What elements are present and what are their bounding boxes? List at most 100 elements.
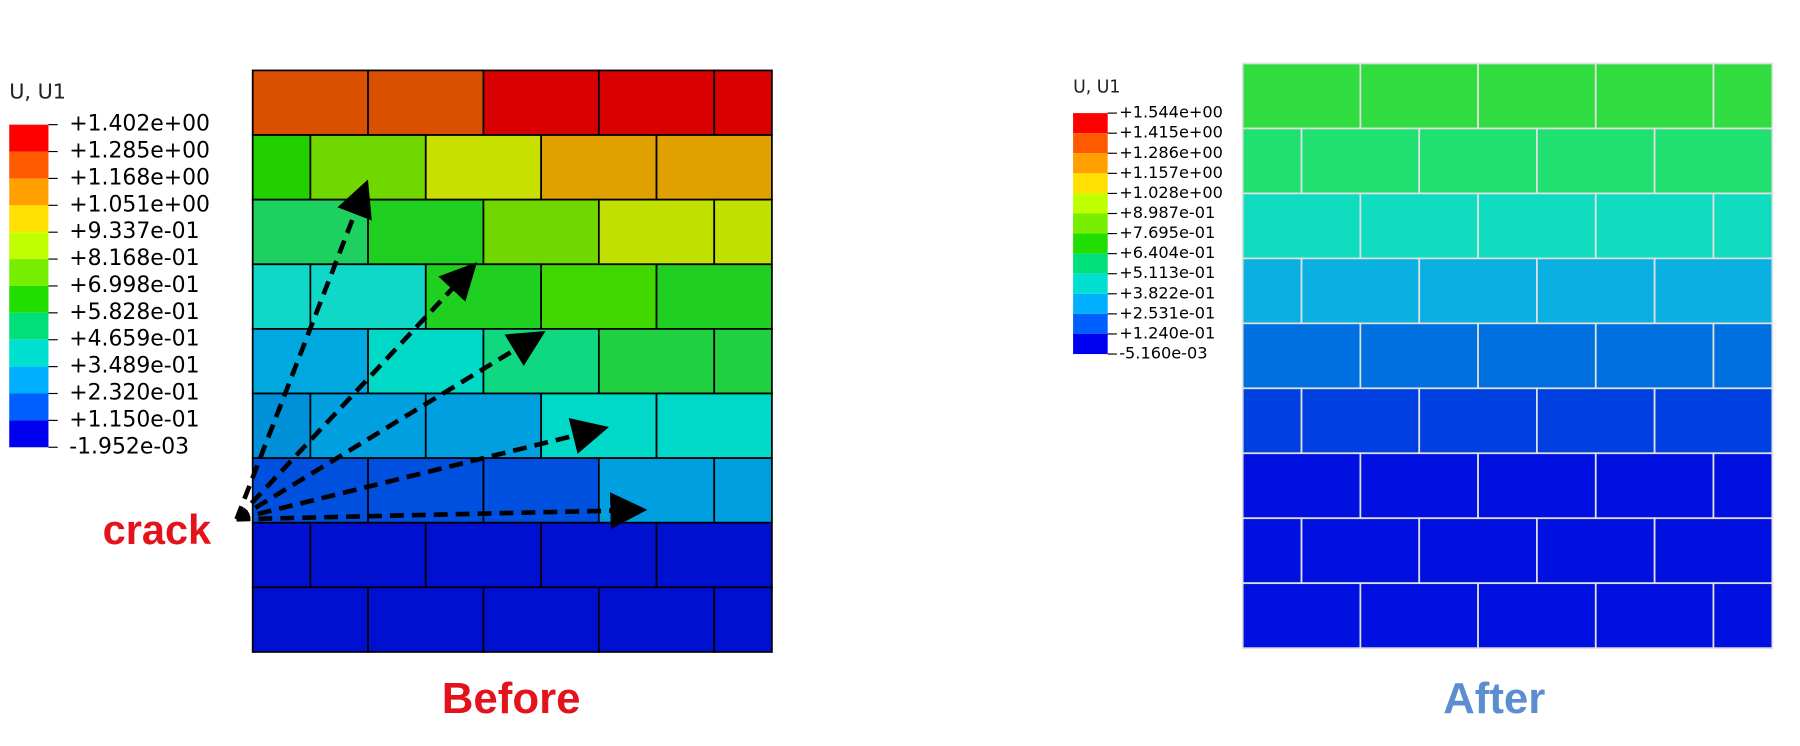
brick <box>1359 322 1479 390</box>
brick <box>1477 582 1597 650</box>
legend-label: +1.415e+00 <box>1119 123 1223 142</box>
legend-label: +8.168e-01 <box>69 246 199 271</box>
brick <box>1241 387 1303 455</box>
brick <box>655 134 773 201</box>
caption: After <box>1443 674 1545 723</box>
legend-label: +1.157e+00 <box>1119 163 1223 182</box>
brick <box>597 586 716 653</box>
brick <box>251 263 312 330</box>
after-model <box>1241 62 1774 650</box>
brick <box>713 328 773 395</box>
brick <box>1241 517 1303 585</box>
brick <box>1418 127 1538 195</box>
brick <box>1477 62 1597 130</box>
brick <box>1241 127 1303 195</box>
legend-swatch <box>9 339 49 367</box>
brick <box>597 328 716 395</box>
brick <box>251 69 369 136</box>
brick <box>1536 127 1656 195</box>
brick <box>424 263 543 330</box>
brick <box>309 392 427 459</box>
crack-label: crack <box>103 506 212 553</box>
legend-label: +2.531e-01 <box>1119 303 1215 322</box>
brick <box>1241 257 1303 325</box>
brick <box>1712 452 1774 520</box>
brick <box>482 198 600 266</box>
caption: Before <box>442 674 581 723</box>
brick <box>482 328 600 395</box>
brick <box>424 134 543 201</box>
brick <box>713 198 773 266</box>
brick <box>1241 452 1362 520</box>
brick <box>1241 192 1362 260</box>
legend-swatch <box>1073 333 1108 355</box>
legend-swatch <box>1073 213 1108 234</box>
legend-swatch <box>9 285 49 313</box>
legend-swatch <box>9 232 49 260</box>
brick <box>1712 582 1774 650</box>
brick <box>655 263 773 330</box>
brick <box>1241 582 1362 650</box>
brick <box>713 457 773 524</box>
brick <box>597 198 716 266</box>
legend-swatch <box>9 393 49 421</box>
brick <box>1594 452 1715 520</box>
brick <box>367 586 485 653</box>
brick <box>1300 127 1421 195</box>
brick <box>1300 387 1421 455</box>
legend-swatch <box>1073 293 1108 314</box>
legend-label: +5.113e-01 <box>1119 263 1215 282</box>
brick <box>1300 257 1421 325</box>
brick <box>424 521 543 589</box>
legend-label: +5.828e-01 <box>69 300 199 325</box>
legend-title: U, U1 <box>1073 78 1120 98</box>
brick <box>251 328 369 395</box>
legend-label: +1.285e+00 <box>69 139 210 164</box>
legend-label: +1.286e+00 <box>1119 143 1223 162</box>
legend-swatch <box>9 312 49 340</box>
legend-swatch <box>9 178 49 206</box>
legend-swatch <box>1073 113 1108 134</box>
brick <box>1536 387 1656 455</box>
brick <box>1594 192 1715 260</box>
brick <box>1359 62 1479 130</box>
legend-swatch <box>1073 173 1108 194</box>
brick <box>1712 62 1774 130</box>
legend-swatch <box>9 124 49 152</box>
before-model <box>251 69 773 653</box>
brick <box>1594 582 1715 650</box>
legend-swatch <box>1073 193 1108 214</box>
brick <box>655 392 773 459</box>
legend-label: -1.952e-03 <box>69 434 189 459</box>
brick <box>1300 517 1421 585</box>
legend-label: +1.402e+00 <box>69 112 210 137</box>
brick <box>1653 517 1774 585</box>
legend-swatch <box>9 420 49 448</box>
brick <box>1536 517 1656 585</box>
brick <box>1653 387 1774 455</box>
brick <box>1477 322 1597 390</box>
brick <box>713 586 773 653</box>
brick <box>309 521 427 589</box>
legend-swatch <box>9 151 49 179</box>
brick <box>367 69 485 136</box>
brick <box>1477 452 1597 520</box>
legend-swatch <box>9 205 49 233</box>
legend-label: +1.150e-01 <box>69 407 199 432</box>
brick <box>597 457 716 524</box>
legend-label: +3.822e-01 <box>1119 283 1215 302</box>
crack-arrows <box>234 179 648 530</box>
legend-label: +1.168e+00 <box>69 165 210 190</box>
legend-swatch <box>1073 133 1108 154</box>
legend-label: +7.695e-01 <box>1119 223 1215 242</box>
brick <box>251 198 369 266</box>
legend-swatch <box>1073 313 1108 334</box>
brick <box>1241 62 1362 130</box>
brick <box>1241 322 1362 390</box>
brick <box>1712 322 1774 390</box>
legend-label: +1.240e-01 <box>1119 323 1215 342</box>
legend-label: +2.320e-01 <box>69 381 199 406</box>
brick <box>1712 192 1774 260</box>
legend-swatch <box>9 366 49 394</box>
